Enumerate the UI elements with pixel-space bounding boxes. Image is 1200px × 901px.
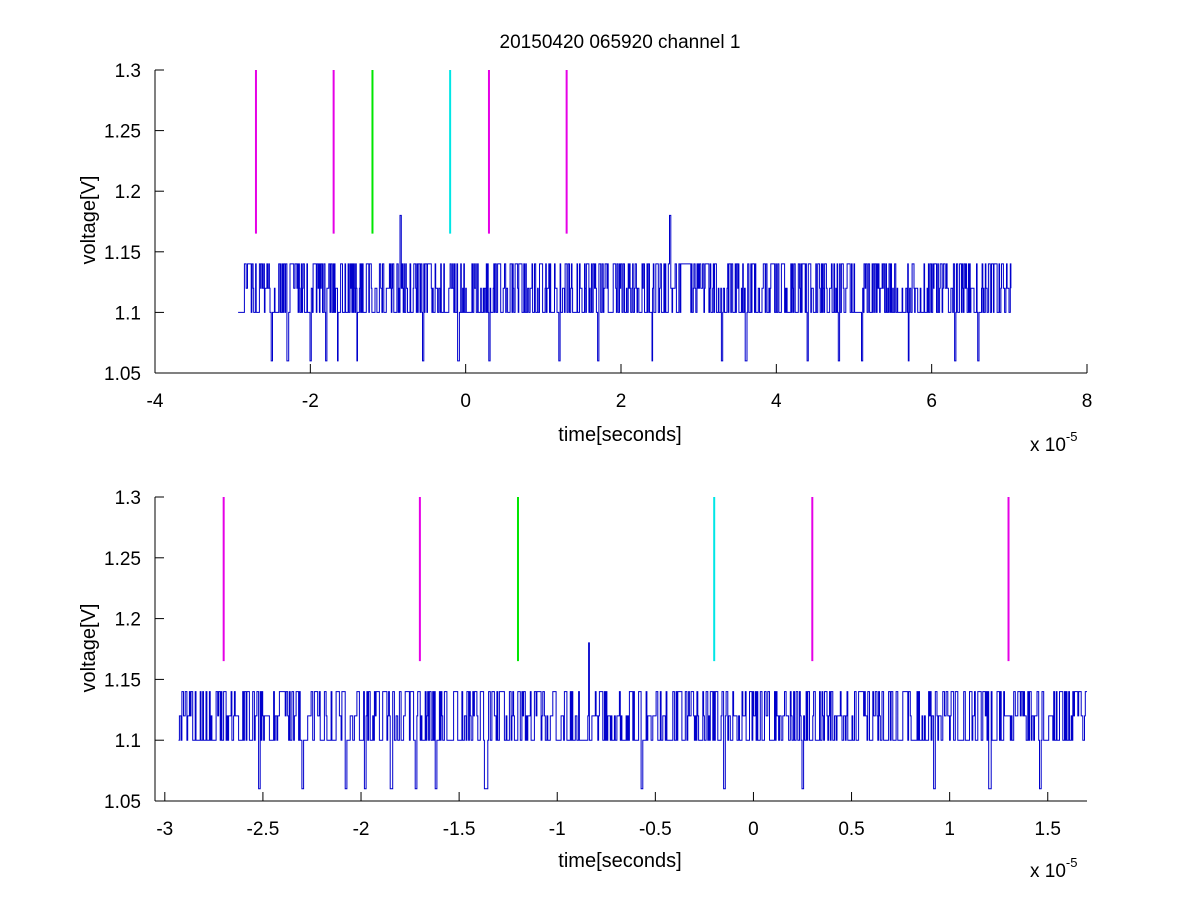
bottom-y-tick-label-4: 1.25 <box>104 549 141 570</box>
bottom-x-multiplier: x 10-5 <box>1030 855 1077 882</box>
top-y-tick-label-5: 1.3 <box>115 61 141 82</box>
bottom-signal-trace <box>178 642 1087 790</box>
top-x-tick-label-5: 6 <box>926 391 937 412</box>
top-y-tick-label-0: 1.05 <box>104 364 141 385</box>
top-event-markers <box>254 70 568 234</box>
bottom-x-tick-label-7: 0.5 <box>838 819 864 840</box>
bottom-x-tick-label-3: -1.5 <box>443 819 476 840</box>
bottom-x-tick-label-9: 1.5 <box>1035 819 1061 840</box>
top-x-tick-label-4: 4 <box>771 391 782 412</box>
bottom-y-tick-label-1: 1.1 <box>115 731 141 752</box>
top-signal-trace <box>238 214 1012 362</box>
bottom-y-tick-label-5: 1.3 <box>115 488 141 509</box>
top-y-tick-label-2: 1.15 <box>104 243 141 264</box>
bottom-x-axis-label: time[seconds] <box>558 850 681 872</box>
bottom-x-multiplier-base: x 10 <box>1030 861 1066 882</box>
bottom-y-ticks: 1.05 1.1 1.15 1.2 1.25 1.3 <box>104 488 164 813</box>
top-y-axis-label: voltage[V] <box>78 176 100 265</box>
bottom-axes <box>154 497 1087 802</box>
bottom-y-axis-label: voltage[V] <box>78 604 100 693</box>
top-x-tick-label-6: 8 <box>1082 391 1093 412</box>
bottom-y-tick-label-0: 1.05 <box>104 792 141 813</box>
bottom-y-tick-label-3: 1.2 <box>115 610 141 631</box>
bottom-x-tick-label-1: -2.5 <box>247 819 280 840</box>
top-y-tick-label-3: 1.2 <box>115 182 141 203</box>
top-x-multiplier-exponent: -5 <box>1066 429 1078 444</box>
top-x-tick-label-3: 2 <box>616 391 627 412</box>
bottom-x-tick-label-4: -1 <box>549 819 566 840</box>
bottom-x-tick-label-2: -2 <box>353 819 370 840</box>
bottom-x-tick-label-6: 0 <box>748 819 759 840</box>
top-x-tick-label-2: 0 <box>460 391 471 412</box>
top-x-multiplier: x 10-5 <box>1030 429 1077 456</box>
bottom-x-tick-label-5: -0.5 <box>639 819 672 840</box>
bottom-x-ticks: -3 -2.5 -2 -1.5 -1 -0.5 0 0.5 1 1.5 <box>156 792 1061 840</box>
bottom-signal-line <box>178 642 1087 790</box>
top-x-ticks: -4 -2 0 2 4 6 8 <box>147 364 1093 412</box>
bottom-x-multiplier-exponent: -5 <box>1066 855 1078 870</box>
top-y-tick-label-1: 1.1 <box>115 303 141 324</box>
bottom-subplot: -3 -2.5 -2 -1.5 -1 -0.5 0 0.5 1 1.5 1.051.11.151.… <box>78 488 1087 882</box>
top-y-tick-label-4: 1.25 <box>104 122 141 143</box>
top-signal-line <box>238 214 1012 362</box>
chart-title: 20150420 065920 channel 1 <box>500 32 741 53</box>
top-x-tick-label-1: -2 <box>302 391 319 412</box>
top-y-ticks: 1.05 1.1 1.15 1.2 1.25 1.3 <box>104 61 164 385</box>
top-x-multiplier-base: x 10 <box>1030 435 1066 456</box>
bottom-x-tick-label-0: -3 <box>156 819 173 840</box>
top-x-axis-label: time[seconds] <box>558 424 681 446</box>
bottom-event-markers <box>222 497 1010 662</box>
top-subplot: 20150420 065920 channel 1 -4 -2 0 2 4 6 8 1.05… <box>78 32 1092 456</box>
top-x-tick-label-0: -4 <box>147 391 164 412</box>
bottom-x-tick-label-8: 1 <box>944 819 955 840</box>
bottom-y-tick-label-2: 1.15 <box>104 670 141 691</box>
